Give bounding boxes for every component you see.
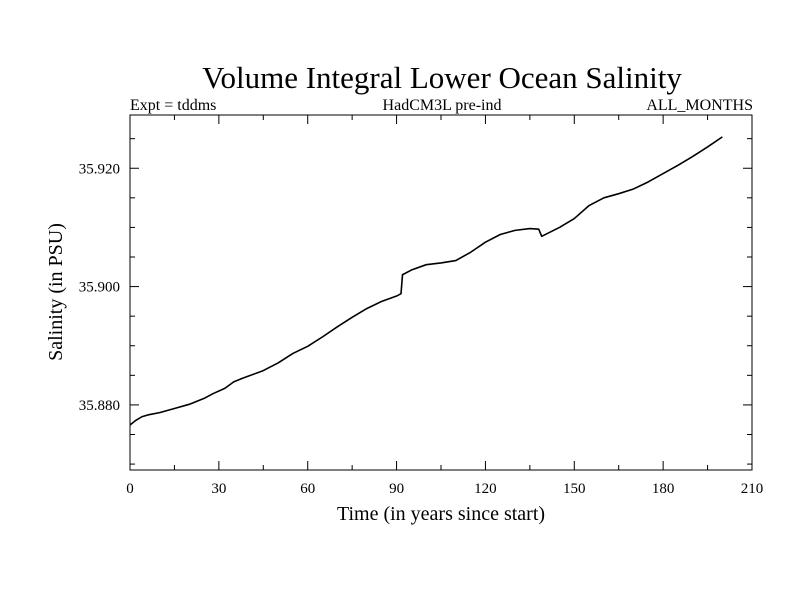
x-tick-label: 180	[652, 481, 675, 497]
x-tick-label: 90	[389, 481, 404, 497]
x-tick-label: 0	[126, 481, 134, 497]
y-tick-label: 35.900	[79, 280, 120, 296]
model-label: HadCM3L pre-ind	[383, 97, 502, 114]
x-tick-label: 30	[211, 481, 226, 497]
x-tick-label: 210	[741, 481, 764, 497]
x-tick-label: 60	[300, 481, 315, 497]
plot-frame	[129, 114, 753, 471]
axis-tick-labels: 0 30 60 90 120 150 180 210 35.880 35.900 35.920	[79, 161, 764, 497]
y-tick-label: 35.880	[79, 398, 120, 414]
y-axis-label: Salinity (in PSU)	[45, 223, 67, 361]
x-tick-label: 150	[563, 481, 586, 497]
chart-title: Volume Integral Lower Ocean Salinity	[202, 60, 682, 95]
months-label: ALL_MONTHS	[646, 97, 753, 114]
salinity-series-line	[129, 136, 723, 426]
experiment-label: Expt = tddms	[130, 97, 216, 114]
x-axis-label: Time (in years since start)	[337, 503, 545, 525]
axis-ticks	[129, 115, 753, 470]
x-tick-label: 120	[474, 481, 497, 497]
y-tick-label: 35.920	[79, 161, 120, 177]
